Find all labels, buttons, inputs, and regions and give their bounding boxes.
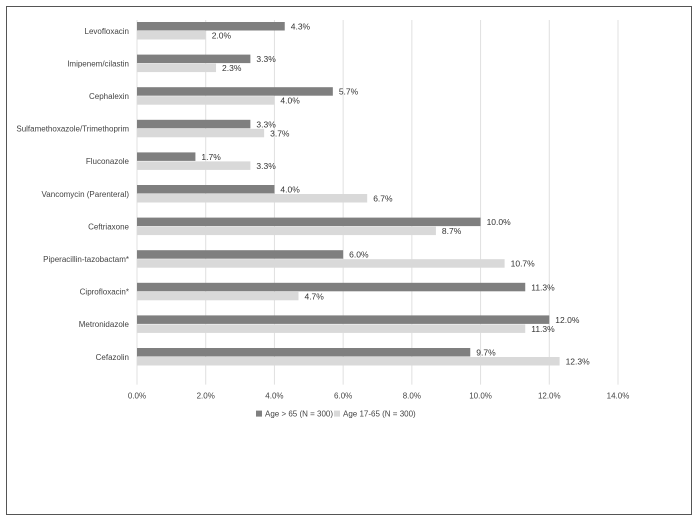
bar bbox=[137, 96, 275, 105]
bar bbox=[137, 63, 217, 73]
data-label: 3.7% bbox=[270, 128, 290, 138]
bar bbox=[137, 282, 526, 292]
bar bbox=[137, 128, 265, 138]
legend-swatch bbox=[256, 410, 262, 417]
bar bbox=[137, 217, 481, 227]
data-label: 10.7% bbox=[511, 259, 536, 269]
data-label: 1.7% bbox=[201, 152, 221, 162]
bar bbox=[137, 161, 251, 170]
category-label: Cefazolin bbox=[96, 353, 129, 362]
data-label: 4.3% bbox=[291, 22, 311, 32]
data-label: 4.0% bbox=[280, 96, 300, 106]
category-label: Ceftriaxone bbox=[88, 222, 129, 231]
x-tick-label: 8.0% bbox=[403, 392, 421, 401]
category-label: Metronidazole bbox=[79, 320, 130, 329]
x-axis-tick-labels: 0.0% 2.0% 4.0% 6.0% 8.0% 10.0% 12.0% 14.0% bbox=[128, 392, 629, 401]
x-tick-label: 2.0% bbox=[197, 392, 215, 401]
bar bbox=[137, 250, 344, 259]
bar bbox=[137, 291, 299, 301]
data-label: 2.3% bbox=[222, 63, 242, 73]
data-label: 4.7% bbox=[304, 291, 324, 301]
data-label: 8.7% bbox=[442, 226, 462, 236]
x-tick-label: 10.0% bbox=[469, 392, 492, 401]
x-tick-label: 14.0% bbox=[607, 392, 630, 401]
bar bbox=[137, 324, 526, 333]
data-label: 6.7% bbox=[373, 194, 393, 204]
bar bbox=[137, 119, 251, 129]
bar bbox=[137, 194, 368, 203]
data-label: 3.3% bbox=[256, 161, 276, 171]
data-label: 3.3% bbox=[256, 119, 276, 129]
data-label: 11.3% bbox=[531, 324, 555, 334]
legend-label: Age > 65 (N = 300) bbox=[265, 410, 333, 419]
data-label: 4.0% bbox=[280, 185, 300, 195]
bars bbox=[137, 22, 560, 366]
bar bbox=[137, 226, 436, 236]
bar bbox=[137, 348, 471, 357]
legend-label: Age 17-65 (N = 300) bbox=[343, 410, 416, 419]
data-label: 5.7% bbox=[339, 87, 359, 97]
category-label: Fluconazole bbox=[86, 157, 130, 166]
data-label: 11.3% bbox=[531, 282, 555, 292]
data-label: 9.7% bbox=[476, 348, 496, 358]
x-tick-label: 12.0% bbox=[538, 392, 561, 401]
bar bbox=[137, 31, 206, 40]
bar bbox=[137, 152, 196, 161]
bar bbox=[137, 185, 275, 194]
category-label: Levofloxacin bbox=[85, 27, 129, 36]
x-tick-label: 0.0% bbox=[128, 392, 146, 401]
data-label: 12.0% bbox=[555, 315, 580, 325]
legend-swatch bbox=[334, 410, 340, 417]
data-label: 12.3% bbox=[566, 357, 591, 367]
category-label: Sulfamethoxazole/Trimethoprim bbox=[16, 125, 129, 134]
data-label: 3.3% bbox=[256, 54, 276, 64]
data-label: 6.0% bbox=[349, 250, 369, 260]
bar bbox=[137, 259, 505, 268]
category-label: Piperacillin-tazobactam* bbox=[43, 255, 129, 264]
bar bbox=[137, 357, 560, 366]
x-tick-label: 6.0% bbox=[334, 392, 352, 401]
bar bbox=[137, 22, 285, 31]
x-tick-label: 4.0% bbox=[265, 392, 283, 401]
bar bbox=[137, 87, 333, 96]
category-labels: Levofloxacin Imipenem/cilastin Cephalexin S… bbox=[16, 27, 129, 362]
category-label: Cephalexin bbox=[89, 92, 129, 101]
data-label: 10.0% bbox=[487, 217, 512, 227]
category-label: Vancomycin (Parenteral) bbox=[42, 190, 130, 199]
data-label: 2.0% bbox=[212, 31, 232, 41]
category-label: Imipenem/cilastin bbox=[67, 59, 129, 68]
bar bbox=[137, 54, 251, 64]
category-label: Ciprofloxacin* bbox=[80, 288, 129, 297]
legend: Age > 65 (N = 300) Age 17-65 (N = 300) bbox=[256, 410, 416, 419]
bar bbox=[137, 315, 550, 324]
data-labels: 4.3%2.0%3.3%2.3%5.7%4.0%3.3%3.7%1.7%3.3%… bbox=[201, 22, 590, 367]
